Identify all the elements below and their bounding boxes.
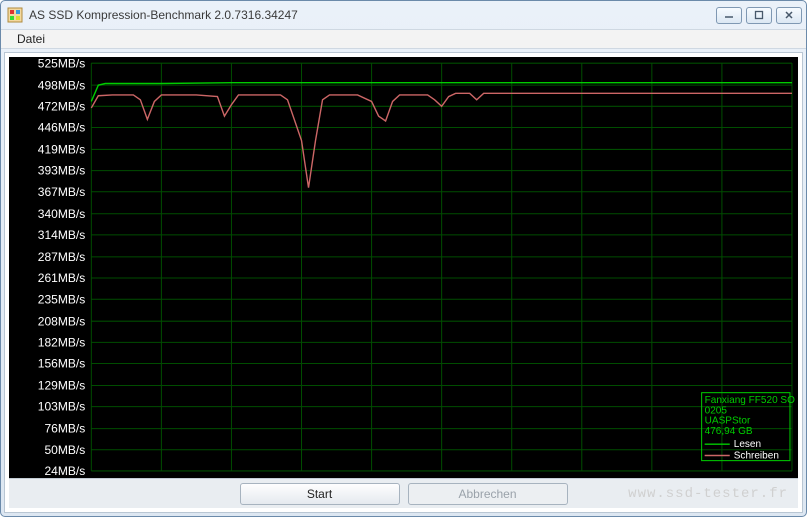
svg-text:24MB/s: 24MB/s <box>44 464 85 478</box>
menu-file[interactable]: Datei <box>11 30 51 48</box>
svg-text:129MB/s: 129MB/s <box>38 378 85 392</box>
maximize-button[interactable] <box>746 7 772 24</box>
button-row: Start Abbrechen <box>9 478 798 508</box>
svg-text:472MB/s: 472MB/s <box>38 99 85 113</box>
compression-chart: 525MB/s 498MB/s 472MB/s 446MB/s 419MB/s 393MB… <box>9 57 798 508</box>
app-icon <box>7 7 23 23</box>
svg-text:Lesen: Lesen <box>734 439 761 450</box>
svg-text:476,94 GB: 476,94 GB <box>705 426 753 437</box>
svg-text:525MB/s: 525MB/s <box>38 57 85 70</box>
minimize-button[interactable] <box>716 7 742 24</box>
chart-area: 525MB/s 498MB/s 472MB/s 446MB/s 419MB/s 393MB… <box>9 57 798 508</box>
svg-text:314MB/s: 314MB/s <box>38 228 85 242</box>
close-button[interactable] <box>776 7 802 24</box>
cancel-button: Abbrechen <box>408 483 568 505</box>
svg-text:208MB/s: 208MB/s <box>38 314 85 328</box>
svg-text:419MB/s: 419MB/s <box>38 142 85 156</box>
svg-text:103MB/s: 103MB/s <box>38 400 85 414</box>
app-window: AS SSD Kompression-Benchmark 2.0.7316.34… <box>0 0 807 517</box>
client-area: 525MB/s 498MB/s 472MB/s 446MB/s 419MB/s 393MB… <box>4 52 803 513</box>
svg-text:446MB/s: 446MB/s <box>38 120 85 134</box>
window-controls <box>716 7 802 24</box>
svg-text:182MB/s: 182MB/s <box>38 335 85 349</box>
menubar: Datei <box>1 29 806 49</box>
svg-text:50MB/s: 50MB/s <box>44 443 85 457</box>
svg-text:235MB/s: 235MB/s <box>38 292 85 306</box>
svg-text:261MB/s: 261MB/s <box>38 271 85 285</box>
titlebar: AS SSD Kompression-Benchmark 2.0.7316.34… <box>1 1 806 29</box>
svg-text:76MB/s: 76MB/s <box>44 422 85 436</box>
svg-text:156MB/s: 156MB/s <box>38 356 85 370</box>
svg-text:287MB/s: 287MB/s <box>38 250 85 264</box>
svg-text:340MB/s: 340MB/s <box>38 207 85 221</box>
svg-text:393MB/s: 393MB/s <box>38 164 85 178</box>
start-button[interactable]: Start <box>240 483 400 505</box>
window-title: AS SSD Kompression-Benchmark 2.0.7316.34… <box>29 8 716 22</box>
svg-text:Schreiben: Schreiben <box>734 450 779 461</box>
svg-text:498MB/s: 498MB/s <box>38 78 85 92</box>
svg-text:367MB/s: 367MB/s <box>38 185 85 199</box>
